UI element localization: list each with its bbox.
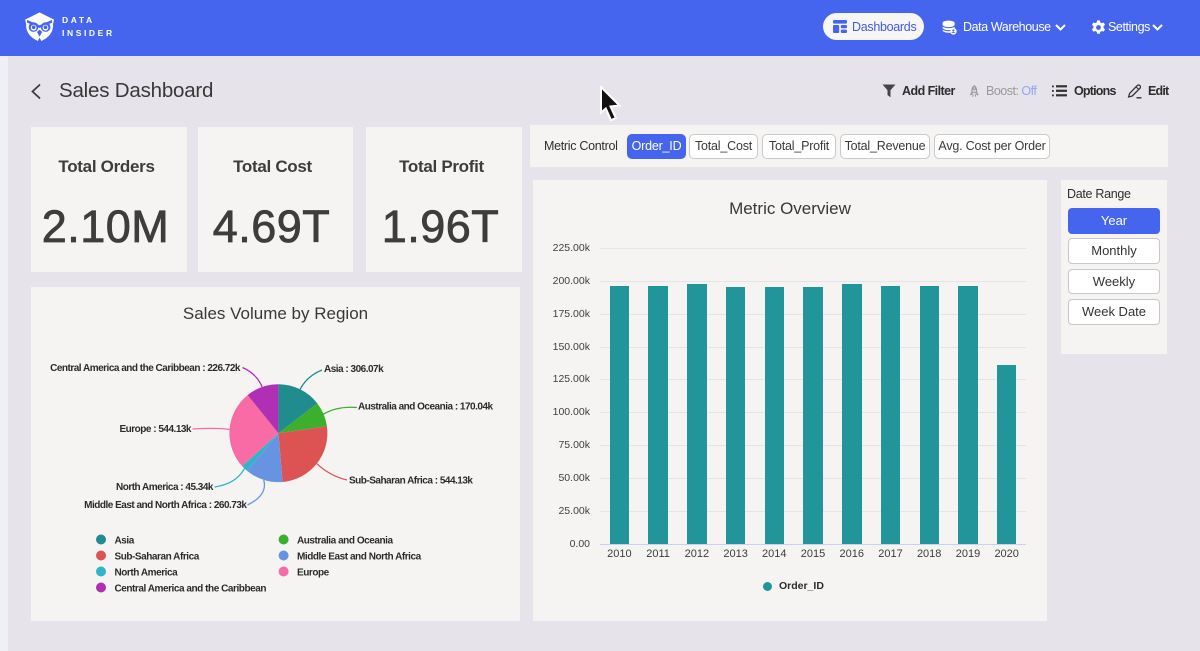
svg-text:Australia and Oceania : 170.04: Australia and Oceania : 170.04k xyxy=(358,402,494,413)
svg-text:Middle East and North Africa :: Middle East and North Africa : 260.73k xyxy=(84,500,247,511)
svg-text:Europe : 544.13k: Europe : 544.13k xyxy=(120,424,192,435)
svg-text:Asia : 306.07k: Asia : 306.07k xyxy=(324,364,384,375)
svg-text:Europe: Europe xyxy=(297,567,330,578)
svg-text:Asia: Asia xyxy=(115,535,135,546)
svg-text:Middle East and North Africa: Middle East and North Africa xyxy=(297,551,422,562)
svg-text:Central America and the Caribb: Central America and the Caribbean : 226.… xyxy=(50,363,241,374)
svg-text:Sub-Saharan Africa : 544.13k: Sub-Saharan Africa : 544.13k xyxy=(349,475,473,486)
svg-text:North America : 45.34k: North America : 45.34k xyxy=(116,482,214,493)
svg-text:Australia and Oceania: Australia and Oceania xyxy=(297,535,393,546)
svg-text:Sub-Saharan Africa: Sub-Saharan Africa xyxy=(115,551,200,562)
svg-text:Central America and the Caribb: Central America and the Caribbean xyxy=(115,583,267,594)
svg-text:North America: North America xyxy=(115,567,179,578)
